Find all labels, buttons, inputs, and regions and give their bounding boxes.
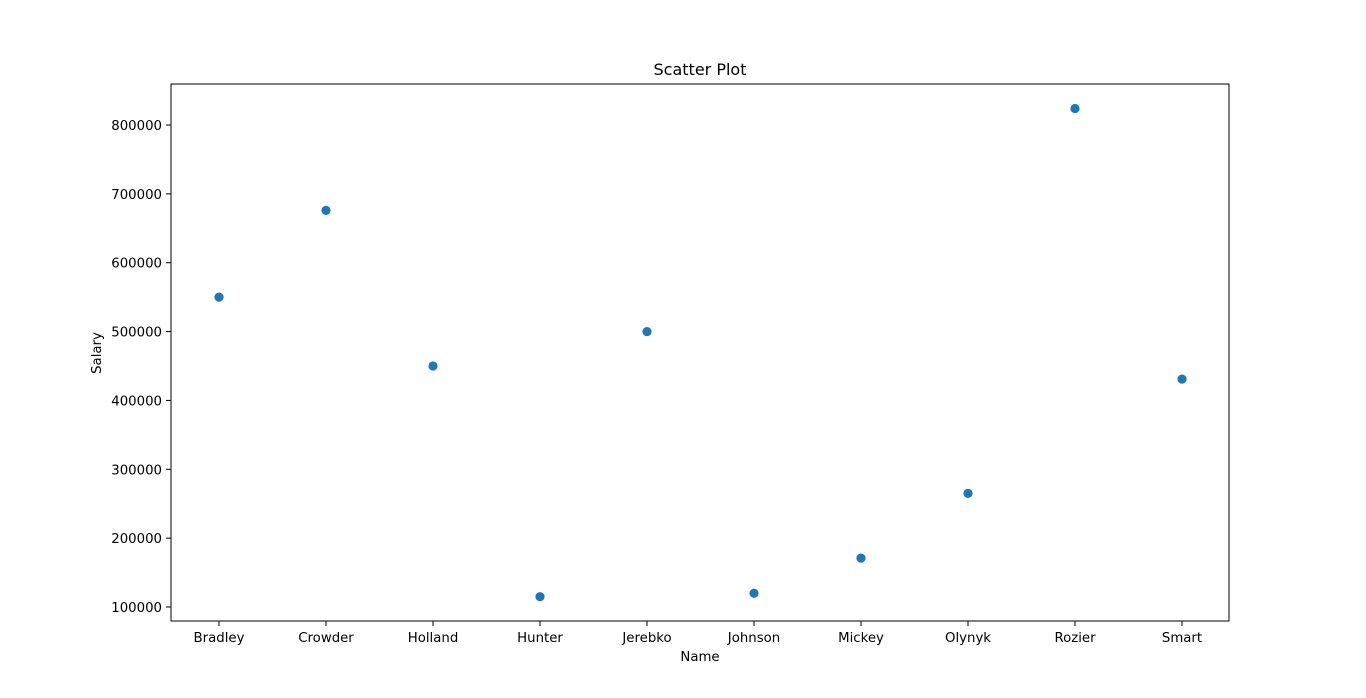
plot-frame: [170, 83, 1230, 622]
y-tick-label: 400000: [111, 394, 162, 409]
scatter-point: [535, 592, 545, 602]
scatter-point: [1177, 374, 1187, 384]
x-tick-label: Jerebko: [621, 631, 671, 646]
y-axis: 100000 200000 300000 400000 500000 600000 7000…: [111, 119, 171, 616]
x-axis-label: Name: [680, 650, 719, 665]
scatter-point: [856, 553, 866, 563]
scatter-point: [321, 205, 331, 215]
x-tick-label: Bradley: [194, 631, 245, 646]
y-tick-label: 600000: [111, 257, 162, 272]
y-axis-label: Salary: [90, 332, 105, 374]
y-tick-label: 100000: [111, 601, 162, 616]
y-tick-label: 700000: [111, 188, 162, 203]
x-tick-label: Crowder: [298, 631, 354, 646]
x-tick-label: Holland: [408, 631, 459, 646]
scatter-point: [214, 292, 224, 302]
x-tick-label: Mickey: [838, 631, 884, 646]
y-tick-label: 200000: [111, 532, 162, 547]
x-axis: Bradley Crowder Holland Hunter Jerebko Johnso…: [194, 621, 1202, 646]
scatter-points: [214, 103, 1187, 602]
x-tick-label: Hunter: [517, 631, 563, 646]
x-tick-label: Smart: [1162, 631, 1202, 646]
y-tick-label: 300000: [111, 463, 162, 478]
y-tick-label: 500000: [111, 326, 162, 341]
plot-area: 100000 200000 300000 400000 500000 600000 7000…: [111, 83, 1230, 646]
scatter-point: [428, 361, 438, 371]
scatter-point: [1070, 103, 1080, 114]
chart-title: Scatter Plot: [654, 60, 747, 79]
scatter-point: [963, 488, 973, 498]
scatter-point: [642, 326, 652, 337]
scatter-point: [749, 588, 759, 598]
x-tick-label: Rozier: [1054, 631, 1096, 646]
y-tick-label: 800000: [111, 119, 162, 134]
x-tick-label: Johnson: [727, 631, 780, 646]
x-tick-label: Olynyk: [945, 631, 991, 646]
